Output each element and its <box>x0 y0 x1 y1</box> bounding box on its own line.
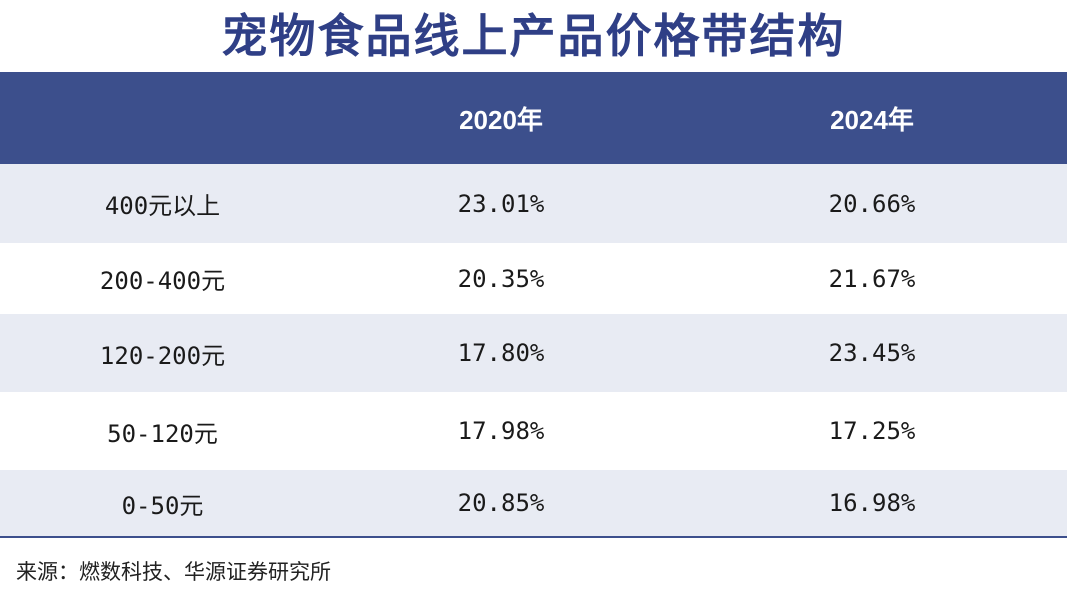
row-label: 200-400元 <box>99 267 226 295</box>
value-2020: 20.85% <box>457 489 545 517</box>
value-2024: 20.66% <box>828 189 916 218</box>
value-2024: 17.25% <box>828 417 916 445</box>
table-bottom-rule <box>0 536 1067 538</box>
row-label: 50-120元 <box>107 419 218 448</box>
header-cell-2024: 2024年 <box>830 104 914 135</box>
source-note: 来源：燃数科技、华源证券研究所 <box>16 560 331 584</box>
value-2020: 23.01% <box>457 189 545 218</box>
row-label: 400元以上 <box>104 192 221 220</box>
value-2020: 17.98% <box>457 417 545 445</box>
table-row: 400元以上 23.01% 20.66% <box>0 164 1067 243</box>
value-2024: 23.45% <box>828 339 916 367</box>
value-2024: 21.67% <box>828 264 916 293</box>
table-header-row: 2020年 2024年 <box>0 72 1067 164</box>
row-label: 0-50元 <box>121 491 204 520</box>
value-2024: 16.98% <box>828 489 916 517</box>
table-row: 0-50元 20.85% 16.98% <box>0 470 1067 536</box>
row-label: 120-200元 <box>99 341 226 370</box>
table-row: 120-200元 17.80% 23.45% <box>0 314 1067 392</box>
table-row: 200-400元 20.35% 21.67% <box>0 243 1067 314</box>
price-band-table: 2020年 2024年 400元以上 23.01% 20.66% 200-400… <box>0 72 1067 538</box>
page-title: 宠物食品线上产品价格带结构 <box>221 9 846 63</box>
table-row: 50-120元 17.98% 17.25% <box>0 392 1067 470</box>
header-cell-2020: 2020年 <box>459 104 543 135</box>
value-2020: 17.80% <box>457 339 545 367</box>
value-2020: 20.35% <box>457 264 545 293</box>
